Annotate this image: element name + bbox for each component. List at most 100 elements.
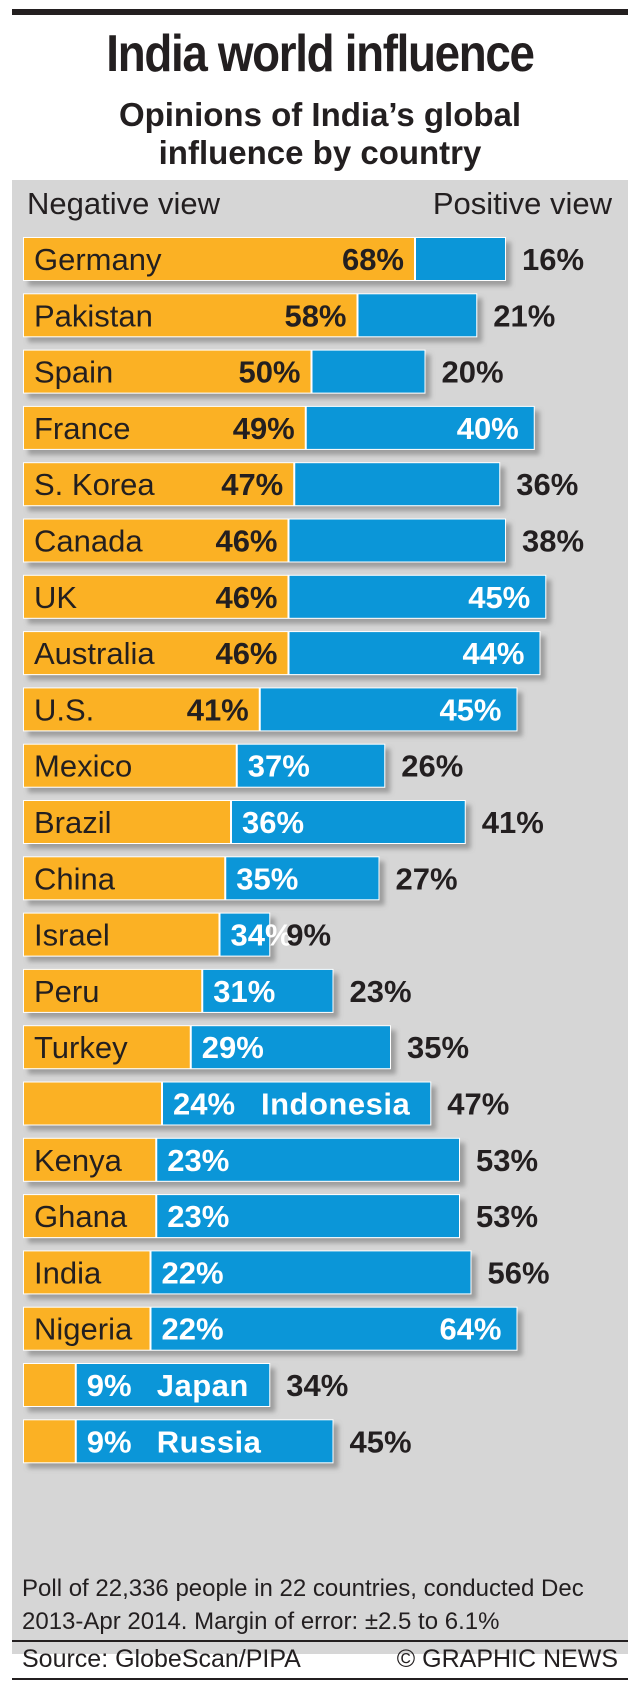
bar-negative-mexico — [24, 744, 236, 787]
bars-group: Germany 68% 16% Pakistan 58% 21% Spain 50% 20% Fr… — [23, 237, 584, 1464]
bar-positive-u-s — [260, 688, 517, 731]
label-country-brazil: Brazil — [34, 805, 112, 840]
bar-negative-uk — [24, 575, 288, 618]
foot-rule — [12, 1678, 628, 1680]
label-negative-france: 49% — [233, 411, 295, 446]
bar-positive-indonesia — [163, 1082, 431, 1125]
bar-negative-indonesia — [24, 1082, 161, 1125]
bar-negative-nigeria — [24, 1307, 150, 1350]
bar-negative-peru — [24, 969, 202, 1012]
label-country-germany: Germany — [34, 242, 162, 277]
bar-positive-france — [306, 406, 534, 449]
label-positive-turkey: 35% — [407, 1030, 469, 1065]
bar-positive-japan — [76, 1364, 270, 1406]
chart-subtitle: Opinions of India’s global influence by … — [118, 96, 522, 171]
label-negative-pakistan: 58% — [284, 298, 346, 333]
label-positive-s-korea: 36% — [516, 467, 578, 502]
bar-positive-nigeria — [151, 1307, 517, 1350]
label-negative-russia: 9% — [87, 1424, 132, 1459]
label-negative-canada: 46% — [215, 524, 277, 559]
label-country-nigeria: Nigeria — [34, 1312, 133, 1347]
label-negative-turkey: 29% — [202, 1030, 264, 1065]
label-positive-spain: 20% — [442, 355, 504, 390]
bar-positive-israel — [220, 913, 270, 956]
bar-negative-turkey — [24, 1026, 190, 1069]
bar-negative-spain — [24, 350, 311, 393]
bar-negative-israel — [24, 913, 219, 956]
bar-negative-china — [24, 857, 225, 900]
label-country-u-s: U.S. — [34, 692, 94, 727]
bar-positive-mexico — [237, 744, 385, 787]
label-negative-indonesia: 24% — [173, 1087, 235, 1122]
label-negative-kenya: 23% — [167, 1143, 229, 1178]
label-country-peru: Peru — [34, 974, 99, 1009]
label-positive-brazil: 41% — [482, 805, 544, 840]
credit-text: © GRAPHIC NEWS — [396, 1645, 618, 1673]
bar-negative-kenya — [24, 1138, 156, 1181]
label-positive-germany: 16% — [522, 242, 584, 277]
label-country-uk: UK — [34, 580, 77, 615]
label-country-pakistan: Pakistan — [34, 298, 153, 333]
legend-negative-view: Negative view — [27, 186, 220, 221]
label-country-france: France — [34, 411, 130, 446]
bottom-rule — [12, 1640, 628, 1642]
label-negative-uk: 46% — [215, 580, 277, 615]
label-negative-australia: 46% — [215, 636, 277, 671]
bar-positive-china — [226, 857, 379, 900]
label-positive-pakistan: 21% — [493, 298, 555, 333]
label-negative-japan: 9% — [87, 1368, 132, 1403]
bar-negative-pakistan — [24, 294, 357, 337]
label-positive-china: 27% — [396, 861, 458, 896]
bar-negative-france — [24, 406, 305, 449]
label-negative-china: 35% — [236, 861, 298, 896]
label-negative-india: 22% — [162, 1255, 224, 1290]
bar-positive-canada — [289, 519, 505, 562]
label-positive-russia: 45% — [350, 1424, 412, 1459]
top-rule — [12, 9, 628, 15]
label-country-china: China — [34, 861, 116, 896]
label-positive-peru: 23% — [350, 974, 412, 1009]
label-negative-s-korea: 47% — [221, 467, 283, 502]
label-negative-u-s: 41% — [187, 692, 249, 727]
label-country-spain: Spain — [34, 355, 113, 390]
label-country-canada: Canada — [34, 524, 143, 559]
bar-positive-pakistan — [358, 294, 477, 337]
chart-title: India world influence — [106, 25, 535, 83]
bar-negative-brazil — [24, 801, 230, 843]
label-negative-peru: 31% — [213, 974, 275, 1009]
label-country-mexico: Mexico — [34, 749, 132, 784]
label-country-russia: Russia — [157, 1424, 262, 1459]
label-positive-canada: 38% — [522, 524, 584, 559]
label-positive-ghana: 53% — [476, 1199, 538, 1234]
bar-positive-kenya — [157, 1138, 459, 1181]
bar-negative-ghana — [24, 1195, 156, 1238]
bar-negative-canada — [24, 519, 288, 562]
label-country-s-korea: S. Korea — [34, 467, 155, 502]
label-positive-uk: 45% — [468, 580, 530, 615]
label-negative-germany: 68% — [342, 242, 404, 277]
label-country-turkey: Turkey — [34, 1030, 128, 1065]
bar-positive-uk — [289, 575, 546, 618]
bar-negative-australia — [24, 632, 288, 675]
footnote: Poll of 22,336 people in 22 countries, c… — [22, 1575, 584, 1635]
label-country-indonesia: Indonesia — [261, 1087, 410, 1122]
label-negative-brazil: 36% — [242, 805, 304, 840]
label-country-australia: Australia — [34, 636, 155, 671]
bar-positive-australia — [289, 632, 540, 675]
label-positive-japan: 34% — [286, 1368, 348, 1403]
bar-positive-india — [151, 1251, 471, 1294]
label-negative-ghana: 23% — [167, 1199, 229, 1234]
label-positive-indonesia: 47% — [447, 1087, 509, 1122]
label-negative-mexico: 37% — [248, 749, 310, 784]
label-positive-france: 40% — [457, 411, 519, 446]
label-country-india: India — [34, 1255, 102, 1290]
label-positive-australia: 44% — [462, 636, 524, 671]
bar-positive-germany — [416, 238, 505, 280]
bar-negative-germany — [24, 238, 414, 280]
label-negative-nigeria: 22% — [162, 1312, 224, 1347]
bar-positive-ghana — [157, 1195, 459, 1238]
label-negative-israel: 34% — [231, 918, 293, 953]
bar-positive-spain — [312, 350, 425, 393]
bar-positive-s-korea — [295, 463, 500, 506]
